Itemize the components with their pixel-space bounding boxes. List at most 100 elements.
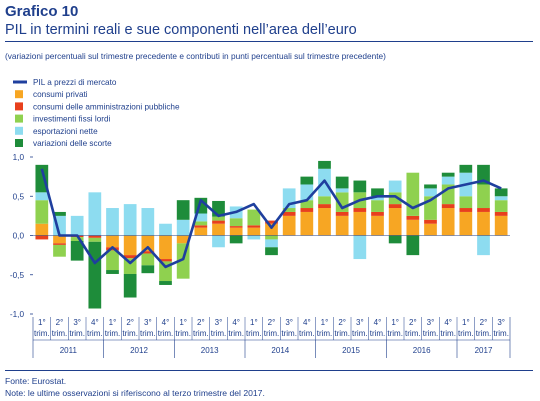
bar-segment <box>194 225 208 228</box>
bar-segment <box>282 211 296 216</box>
x-tick-quarter: 1° <box>109 318 117 327</box>
x-tick-quarter: 3° <box>356 318 364 327</box>
bar-segment <box>441 208 455 236</box>
legend-swatch <box>15 102 23 111</box>
x-tick-trim: trim. <box>405 329 421 338</box>
x-tick-trim: trim. <box>387 329 403 338</box>
x-tick-trim: trim. <box>69 329 85 338</box>
x-tick-quarter: 3° <box>285 318 293 327</box>
bar-segment <box>406 172 420 216</box>
x-tick-trim: trim. <box>334 329 350 338</box>
bar-segment <box>477 164 490 185</box>
x-tick-trim: trim. <box>140 329 156 338</box>
x-tick-trim: trim. <box>281 329 297 338</box>
legend-swatch <box>15 139 23 147</box>
gdp-line <box>40 168 502 269</box>
header-rule <box>5 41 533 42</box>
bar-segment <box>265 220 278 224</box>
bar-segment <box>494 211 508 216</box>
bar-segment <box>123 235 137 256</box>
bar-segment <box>335 211 349 216</box>
bar-segment <box>371 196 384 201</box>
y-tick-label: 0,5 <box>13 192 25 201</box>
x-tick-trim: trim. <box>158 329 174 338</box>
source-note: Fonte: Eurostat. <box>5 376 67 386</box>
bar-segment <box>141 251 155 254</box>
bar-segment <box>123 204 137 236</box>
chart-note: (variazioni percentuali sul trimestre pr… <box>5 51 386 61</box>
x-tick-trim: trim. <box>228 329 244 338</box>
x-year-label: 2012 <box>130 346 148 355</box>
bar-segment <box>141 208 155 236</box>
x-tick-trim: trim. <box>264 329 280 338</box>
x-year-label: 2011 <box>60 346 78 355</box>
bar-segment <box>35 235 49 240</box>
x-tick-quarter: 4° <box>232 318 240 327</box>
bar-segment <box>477 211 490 236</box>
x-tick-trim: trim. <box>34 329 50 338</box>
x-tick-trim: trim. <box>352 329 368 338</box>
x-tick-quarter: 1° <box>391 318 399 327</box>
bar-segment <box>229 235 243 244</box>
x-tick-quarter: 1° <box>462 318 470 327</box>
bar-segment <box>159 223 172 236</box>
footer-note: Note: le ultime osservazioni si riferisc… <box>5 388 265 398</box>
bar-segment <box>194 221 208 226</box>
legend-label: PIL a prezzi di mercato <box>33 78 117 87</box>
x-tick-trim: trim. <box>423 329 439 338</box>
bar-segment <box>335 176 349 189</box>
x-tick-quarter: 4° <box>444 318 452 327</box>
x-tick-quarter: 1° <box>179 318 187 327</box>
bar-segment <box>477 235 490 256</box>
x-tick-quarter: 3° <box>73 318 81 327</box>
bar-segment <box>53 243 66 245</box>
bar-segment <box>176 219 190 236</box>
x-tick-quarter: 4° <box>91 318 99 327</box>
bar-segment <box>247 227 261 236</box>
x-tick-quarter: 2° <box>338 318 346 327</box>
bar-segment <box>53 244 66 257</box>
x-tick-quarter: 1° <box>250 318 258 327</box>
bar-segment <box>229 218 243 227</box>
legend-label: esportazioni nette <box>33 127 98 136</box>
bar-segment <box>88 237 102 242</box>
x-tick-quarter: 4° <box>303 318 311 327</box>
bar-segment <box>353 208 367 212</box>
bar-segment <box>494 196 508 201</box>
x-year-label: 2013 <box>201 346 219 355</box>
bar-segment <box>265 239 278 248</box>
bar-segment <box>229 226 243 228</box>
bar-segment <box>53 211 66 216</box>
chart-label: Grafico 10 <box>5 3 79 20</box>
bar-segment <box>371 200 384 212</box>
bar-segment <box>441 176 455 185</box>
x-year-label: 2014 <box>271 346 289 355</box>
bar-segment <box>388 204 402 209</box>
legend-swatch <box>15 114 23 123</box>
bar-segment <box>371 211 384 216</box>
bar-segment <box>247 225 261 228</box>
bar-segment <box>371 215 384 236</box>
legend-label: investimenti fissi lordi <box>33 115 111 124</box>
bar-segment <box>176 235 190 244</box>
bar-segment <box>159 235 172 260</box>
legend-label: consumi privati <box>33 90 88 99</box>
y-tick-label: 1,0 <box>13 153 25 162</box>
bar-segment <box>441 204 455 209</box>
legend-label: consumi delle amministrazioni pubbliche <box>33 102 180 111</box>
bar-segment <box>300 200 314 209</box>
y-tick-label: -0,5 <box>10 271 25 280</box>
x-tick-quarter: 2° <box>480 318 488 327</box>
bar-segment <box>353 180 367 193</box>
x-tick-quarter: 1° <box>38 318 46 327</box>
x-year-label: 2015 <box>342 346 360 355</box>
bar-segment <box>212 223 225 236</box>
bar-segment <box>424 219 437 224</box>
bar-segment <box>300 208 314 212</box>
legend-label: variazioni delle scorte <box>33 139 112 148</box>
bar-segment <box>123 273 137 298</box>
bar-segment <box>88 192 102 236</box>
x-tick-quarter: 2° <box>268 318 276 327</box>
bar-segment <box>300 184 314 201</box>
